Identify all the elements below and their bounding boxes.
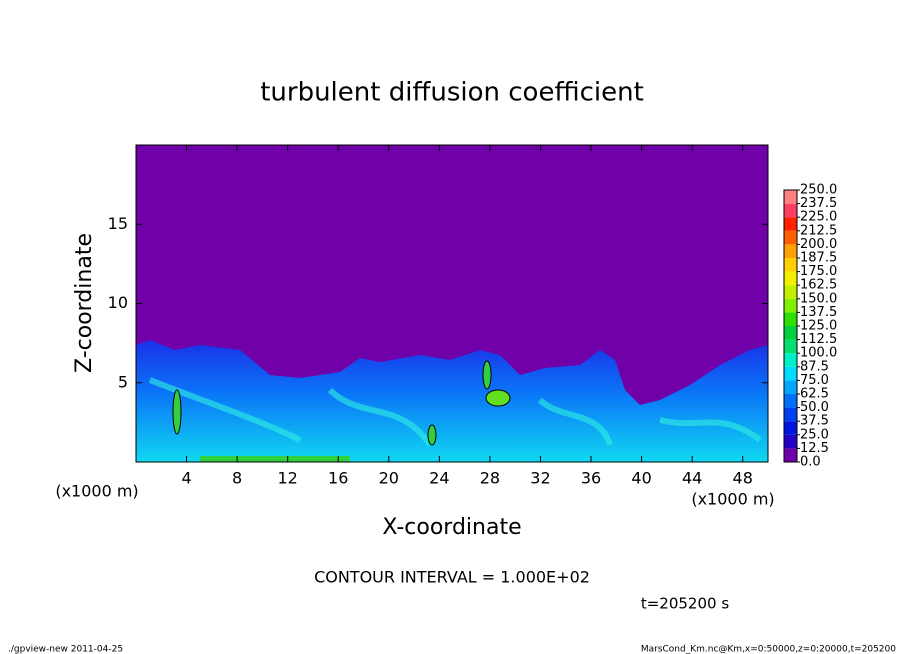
x-tick-label: 44 (682, 469, 702, 488)
x-tick-label: 8 (232, 469, 242, 488)
colorbar-label: 62.5 (800, 387, 829, 402)
y-tick-label: 5 (118, 372, 128, 391)
annotation: t=205200 s (641, 595, 729, 613)
colorbar-label: 187.5 (800, 251, 837, 266)
colorbar-label: 12.5 (800, 441, 829, 456)
annotation: CONTOUR INTERVAL = 1.000E+02 (314, 568, 590, 587)
colorbar-label: 175.0 (800, 264, 837, 279)
colorbar-bin (784, 366, 797, 381)
x-tick-label: 40 (631, 469, 651, 488)
colorbar-label: 112.5 (800, 332, 837, 347)
x-axis-label: X-coordinate (382, 515, 521, 540)
colorbar-label: 25.0 (800, 427, 829, 442)
x-tick-label: 20 (379, 469, 399, 488)
colorbar-bin (784, 448, 797, 462)
x-tick-label: 16 (328, 469, 348, 488)
footer: MarsCond_Km.nc@Km,x=0:50000,z=0:20000,t=… (641, 645, 896, 654)
y-unit: (x1000 m) (55, 482, 138, 501)
colorbar-bin (784, 339, 797, 354)
colorbar-label: 50.0 (800, 400, 829, 415)
colorbar-bin (784, 271, 797, 286)
chart-title: turbulent diffusion coefficient (260, 78, 644, 108)
colorbar-label: 237.5 (800, 196, 837, 211)
colorbar-label: 87.5 (800, 359, 829, 374)
colorbar-label: 225.0 (800, 210, 837, 225)
x-tick-label: 32 (530, 469, 550, 488)
colorbar-label: 0.0 (800, 455, 821, 470)
field (136, 340, 768, 462)
colorbar-bin (784, 203, 797, 218)
colorbar-label: 137.5 (800, 305, 837, 320)
colorbar-bin (784, 434, 797, 449)
colorbar-bin (784, 298, 797, 313)
colorbar-bin (784, 353, 797, 367)
colorbar-bin (784, 285, 797, 299)
colorbar-label: 125.0 (800, 319, 837, 334)
colorbar-bin (784, 380, 797, 394)
colorbar-label: 212.5 (800, 223, 837, 238)
colorbar-bin (784, 190, 797, 204)
x-tick-label: 4 (181, 469, 191, 488)
colorbar-bin (784, 407, 797, 422)
colorbar-label: 200.0 (800, 237, 837, 252)
y-tick-label: 15 (108, 214, 128, 233)
colorbar-bin (784, 421, 797, 435)
colorbar-bin (784, 312, 797, 326)
x-tick-label: 48 (733, 469, 753, 488)
x-tick-label: 28 (480, 469, 500, 488)
colorbar-bin (784, 217, 797, 231)
colorbar-label: 150.0 (800, 291, 837, 306)
colorbar-bin (784, 230, 797, 245)
footer: ./gpview-new 2011-04-25 (8, 645, 123, 654)
field-blob (485, 389, 511, 407)
field-streak (148, 377, 762, 447)
x-tick-label: 12 (278, 469, 298, 488)
x-unit: (x1000 m) (691, 490, 774, 509)
colorbar-label: 75.0 (800, 373, 829, 388)
field-blob (172, 389, 182, 435)
y-tick-label: 10 (108, 293, 128, 312)
colorbar-label: 250.0 (800, 183, 837, 198)
field-blob (200, 456, 350, 462)
field-blob (427, 424, 437, 446)
colorbar-bin (784, 258, 797, 272)
colorbar-label: 162.5 (800, 278, 837, 293)
colorbar-bin (784, 394, 797, 408)
colorbar-label: 100.0 (800, 346, 837, 361)
y-axis-label: Z-coordinate (72, 233, 97, 373)
x-tick-label: 24 (429, 469, 449, 488)
colorbar-bin (784, 244, 797, 258)
colorbar-label: 37.5 (800, 414, 829, 429)
x-tick-label: 36 (581, 469, 601, 488)
field-blob (482, 360, 492, 390)
colorbar-bin (784, 326, 797, 340)
